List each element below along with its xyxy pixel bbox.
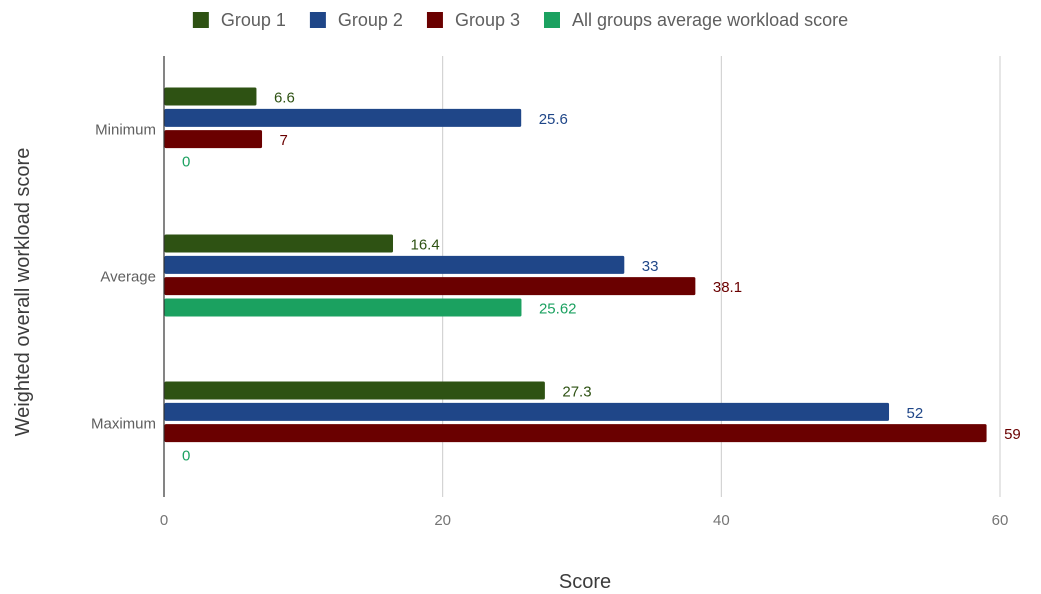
- data-label: 0: [182, 153, 190, 170]
- bar: [164, 234, 394, 253]
- data-label: 16.4: [411, 237, 440, 254]
- legend-item: Group 1: [192, 10, 286, 30]
- x-tick-label: 40: [713, 512, 730, 529]
- bar: [164, 402, 890, 421]
- data-label: 6.6: [274, 90, 295, 107]
- x-tick-labels: 0 20 40 60: [160, 512, 1009, 529]
- legend-label: All groups average workload score: [572, 10, 848, 30]
- legend: Group 1 Group 2 Group 3 All groups average …: [192, 10, 848, 30]
- data-label: 33: [642, 258, 659, 275]
- legend-swatch: [309, 12, 326, 28]
- y-axis-title: Weighted overall workload score: [12, 148, 34, 437]
- data-label: 0: [182, 447, 190, 464]
- legend-label: Group 1: [221, 10, 286, 30]
- bar: [164, 255, 625, 274]
- data-label: 52: [907, 405, 924, 422]
- y-category-labels: Minimum Average Maximum: [91, 122, 156, 433]
- bar: [164, 277, 696, 296]
- legend-swatch: [543, 12, 560, 28]
- x-tick-label: 60: [992, 512, 1009, 529]
- y-category-label: Minimum: [95, 122, 156, 139]
- bar: [164, 298, 522, 317]
- x-tick-label: 0: [160, 512, 168, 529]
- legend-swatch: [426, 12, 443, 28]
- legend-label: Group 2: [338, 10, 403, 30]
- bar: [164, 108, 522, 127]
- bar: [164, 87, 257, 106]
- bar: [164, 130, 263, 149]
- x-axis-title: Score: [559, 571, 611, 593]
- data-label: 38.1: [713, 279, 742, 296]
- bar: [164, 424, 987, 443]
- legend-item: All groups average workload score: [543, 10, 848, 30]
- y-category-label: Average: [100, 269, 156, 286]
- x-tick-label: 20: [434, 512, 451, 529]
- bars: 6.6 25.6 7 0 16.4 33 38.1 25.62 27.3 52 59 0: [164, 87, 1021, 464]
- data-label: 27.3: [562, 384, 591, 401]
- data-label: 7: [280, 132, 288, 149]
- y-category-label: Maximum: [91, 416, 156, 433]
- legend-label: Group 3: [455, 10, 520, 30]
- data-label: 59: [1004, 426, 1021, 443]
- legend-swatch: [192, 12, 209, 28]
- legend-item: Group 3: [426, 10, 520, 30]
- bar: [164, 381, 545, 400]
- data-label: 25.62: [539, 300, 577, 317]
- legend-item: Group 2: [309, 10, 403, 30]
- gridlines: [442, 56, 1001, 497]
- data-label: 25.6: [539, 111, 568, 128]
